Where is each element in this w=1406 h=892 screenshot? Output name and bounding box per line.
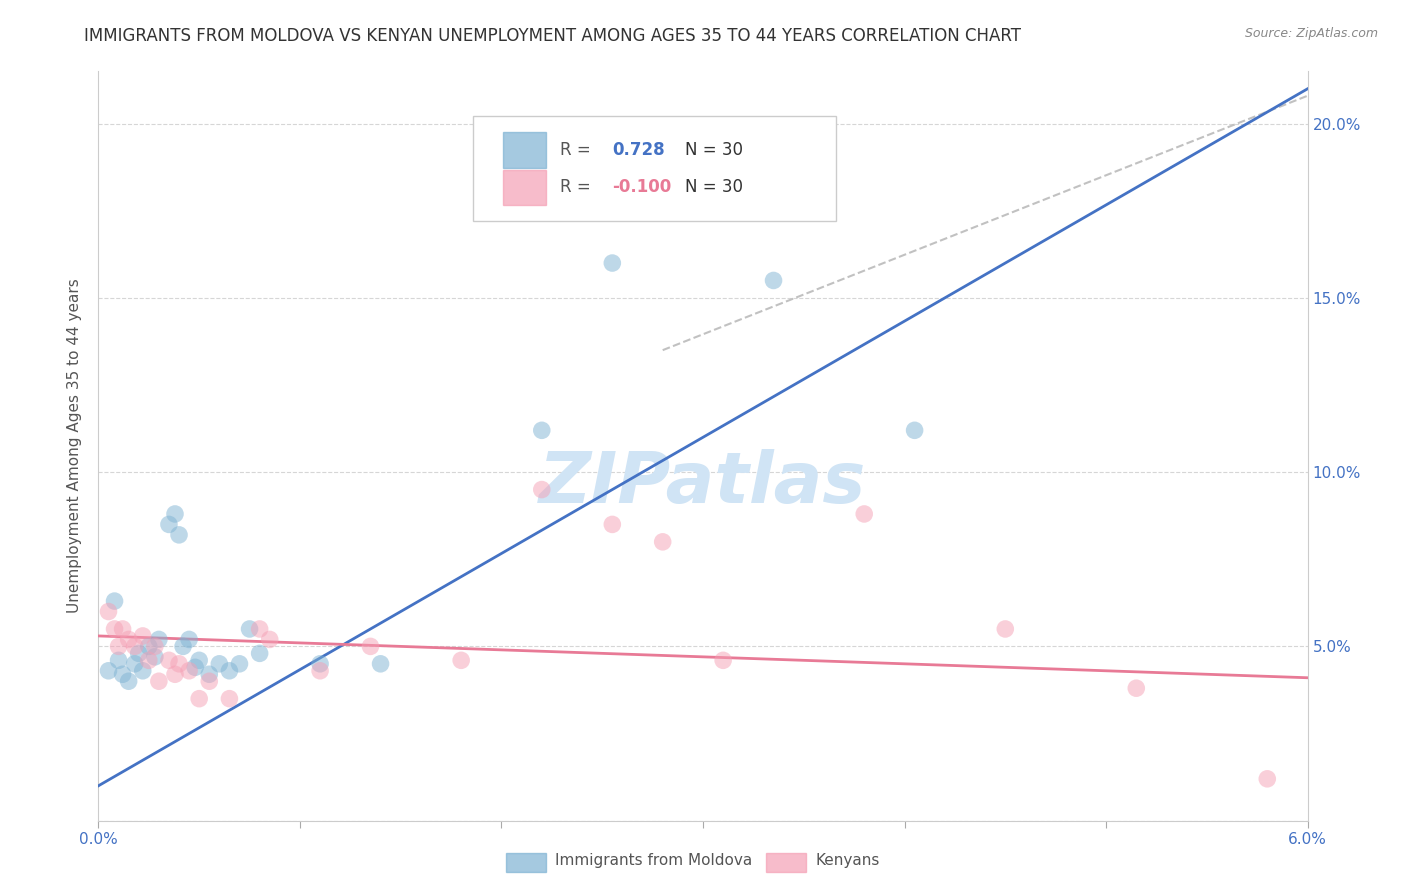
Text: Immigrants from Moldova: Immigrants from Moldova: [555, 854, 752, 868]
Text: R =: R =: [561, 178, 591, 196]
Point: [138, 653, 160, 667]
Point: [259, 632, 281, 647]
Point: [602, 256, 624, 270]
Point: [239, 622, 262, 636]
Point: [179, 664, 201, 678]
Text: Source: ZipAtlas.com: Source: ZipAtlas.com: [1244, 27, 1378, 40]
Point: [157, 517, 180, 532]
Point: [530, 423, 553, 437]
Point: [188, 691, 211, 706]
Point: [1256, 772, 1278, 786]
Text: N = 30: N = 30: [685, 178, 742, 196]
Point: [132, 629, 155, 643]
Point: [111, 622, 134, 636]
Point: [97, 605, 120, 619]
Point: [309, 664, 332, 678]
Point: [124, 640, 146, 654]
Point: [450, 653, 472, 667]
Text: IMMIGRANTS FROM MOLDOVA VS KENYAN UNEMPLOYMENT AMONG AGES 35 TO 44 YEARS CORRELA: IMMIGRANTS FROM MOLDOVA VS KENYAN UNEMPL…: [84, 27, 1021, 45]
Point: [198, 674, 221, 689]
Point: [370, 657, 392, 671]
Point: [107, 653, 129, 667]
Point: [218, 664, 240, 678]
Text: N = 30: N = 30: [685, 141, 742, 159]
Point: [118, 632, 141, 647]
Text: R =: R =: [561, 141, 591, 159]
Y-axis label: Unemployment Among Ages 35 to 44 years: Unemployment Among Ages 35 to 44 years: [67, 278, 83, 614]
Point: [143, 649, 166, 664]
FancyBboxPatch shape: [474, 116, 837, 221]
Point: [163, 507, 186, 521]
FancyBboxPatch shape: [503, 132, 546, 168]
Point: [97, 664, 120, 678]
Point: [103, 594, 125, 608]
Point: [148, 632, 170, 647]
Point: [188, 653, 211, 667]
Point: [198, 667, 221, 681]
Text: Kenyans: Kenyans: [815, 854, 880, 868]
Point: [530, 483, 553, 497]
Point: [167, 657, 190, 671]
Point: [128, 646, 150, 660]
Point: [228, 657, 250, 671]
Text: 0.728: 0.728: [613, 141, 665, 159]
Point: [107, 640, 129, 654]
Point: [167, 528, 190, 542]
Point: [138, 640, 160, 654]
Point: [157, 653, 180, 667]
Text: ZIPatlas: ZIPatlas: [540, 449, 866, 518]
Text: -0.100: -0.100: [613, 178, 672, 196]
Point: [218, 691, 240, 706]
Point: [1125, 681, 1147, 696]
Point: [172, 640, 194, 654]
Point: [360, 640, 382, 654]
Point: [111, 667, 134, 681]
Point: [309, 657, 332, 671]
Point: [651, 534, 673, 549]
Point: [148, 674, 170, 689]
Point: [994, 622, 1017, 636]
Point: [132, 664, 155, 678]
Point: [179, 632, 201, 647]
Point: [118, 674, 141, 689]
Point: [249, 646, 271, 660]
Point: [184, 660, 207, 674]
Point: [762, 273, 785, 287]
Point: [904, 423, 927, 437]
Point: [103, 622, 125, 636]
Point: [163, 667, 186, 681]
FancyBboxPatch shape: [503, 169, 546, 205]
Point: [208, 657, 231, 671]
Point: [602, 517, 624, 532]
Point: [124, 657, 146, 671]
Point: [853, 507, 876, 521]
Point: [143, 640, 166, 654]
Point: [249, 622, 271, 636]
Point: [711, 653, 734, 667]
